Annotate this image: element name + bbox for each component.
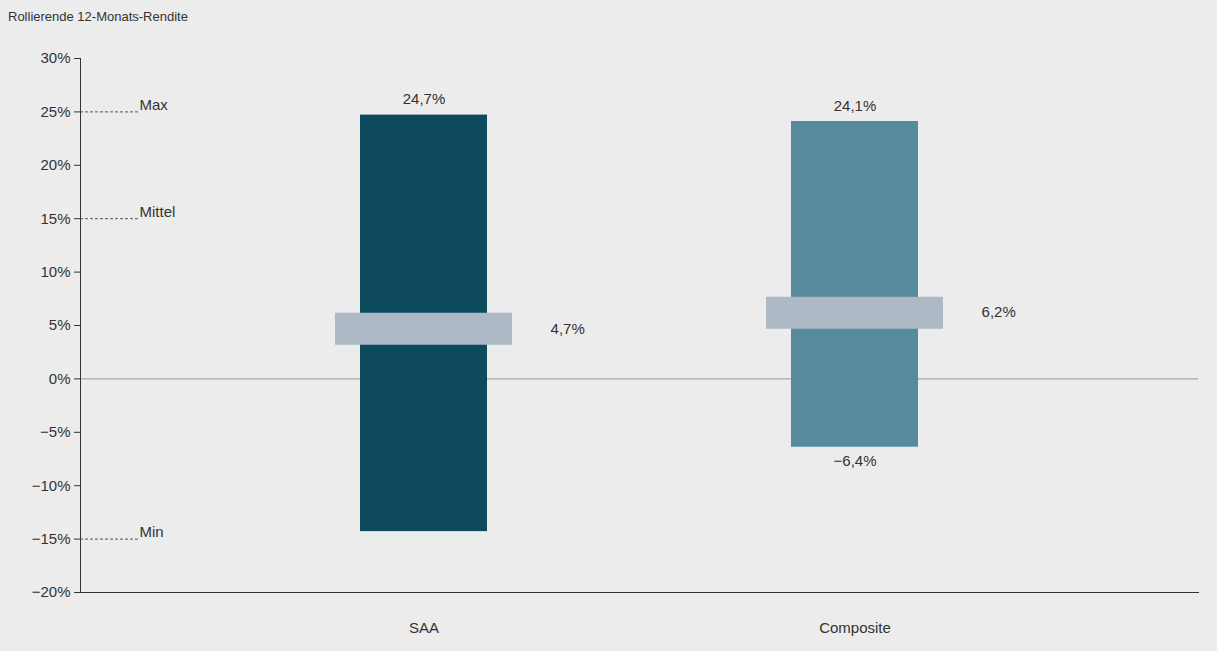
svg-text:4,7%: 4,7% bbox=[551, 320, 585, 337]
svg-text:−15%: −15% bbox=[32, 530, 71, 547]
svg-text:−5%: −5% bbox=[40, 423, 70, 440]
svg-text:5%: 5% bbox=[49, 316, 71, 333]
svg-text:6,2%: 6,2% bbox=[982, 303, 1016, 320]
svg-text:30%: 30% bbox=[40, 49, 70, 66]
svg-text:25%: 25% bbox=[40, 103, 70, 120]
svg-text:15%: 15% bbox=[40, 210, 70, 227]
svg-text:SAA: SAA bbox=[409, 619, 439, 636]
svg-text:Min: Min bbox=[140, 523, 164, 540]
svg-text:24,1%: 24,1% bbox=[834, 97, 877, 114]
svg-text:0%: 0% bbox=[49, 370, 71, 387]
svg-text:−10%: −10% bbox=[32, 477, 71, 494]
svg-text:24,7%: 24,7% bbox=[403, 90, 446, 107]
svg-text:−6,4%: −6,4% bbox=[834, 452, 877, 469]
svg-text:10%: 10% bbox=[40, 263, 70, 280]
svg-text:20%: 20% bbox=[40, 156, 70, 173]
svg-text:Composite: Composite bbox=[819, 619, 891, 636]
svg-text:Mittel: Mittel bbox=[140, 203, 176, 220]
svg-text:−20%: −20% bbox=[32, 583, 71, 600]
svg-text:Max: Max bbox=[140, 96, 169, 113]
html-text:Rollierende 12-Monats-Rendite: Rollierende 12-Monats-Rendite bbox=[8, 9, 188, 24]
